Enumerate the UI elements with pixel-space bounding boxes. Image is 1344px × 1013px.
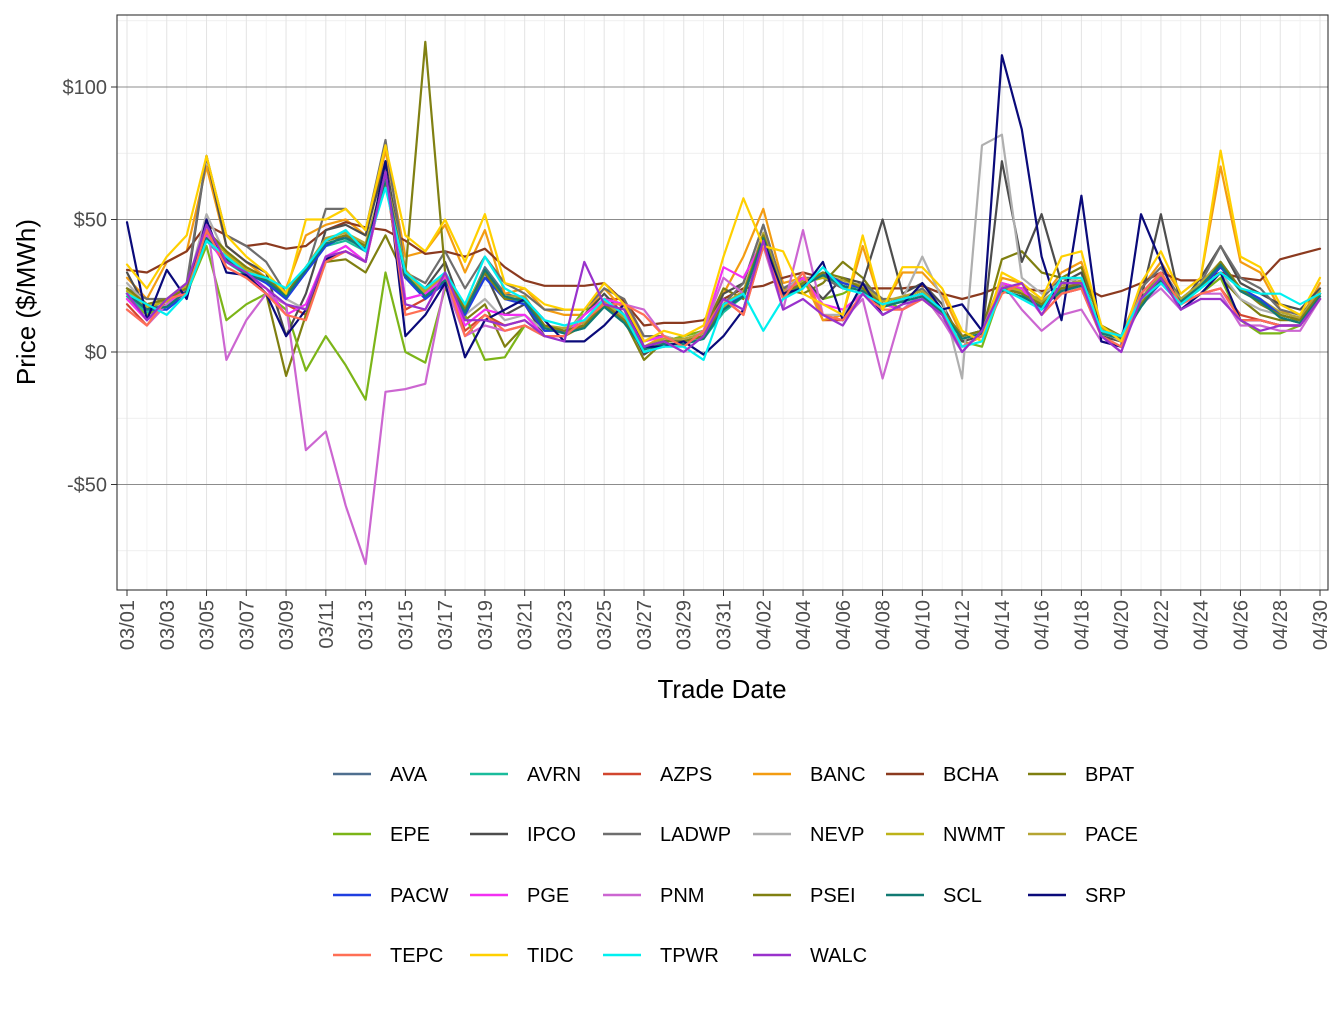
x-tick-label: 03/09 (276, 600, 298, 650)
legend-item-bpat: BPAT (1028, 764, 1134, 786)
x-tick-label: 03/23 (554, 600, 576, 650)
x-tick-label: 03/01 (117, 600, 139, 650)
legend-label: IPCO (527, 824, 576, 846)
series-layer (125, 40, 1322, 566)
legend-label: PACW (390, 885, 449, 907)
x-tick-label: 04/08 (873, 600, 895, 650)
x-tick-label: 04/24 (1191, 600, 1213, 650)
legend-label: PGE (527, 885, 569, 907)
legend-item-epe: EPE (333, 824, 430, 846)
x-tick-label: 03/13 (356, 600, 378, 650)
legend-item-bcha: BCHA (886, 764, 999, 786)
legend-label: TIDC (527, 945, 574, 967)
legend-label: BCHA (943, 764, 999, 786)
legend-item-pnm: PNM (603, 885, 704, 907)
y-axis-title: Price ($/MWh) (11, 219, 41, 385)
legend-item-tpwr: TPWR (603, 945, 719, 967)
y-tick-label: $0 (85, 342, 107, 364)
legend-label: LADWP (660, 824, 731, 846)
series-line-tidc (125, 144, 1322, 343)
legend-label: NEVP (810, 824, 864, 846)
x-tick-label: 04/04 (793, 600, 815, 650)
legend-item-psei: PSEI (753, 885, 856, 907)
x-tick-label: 04/16 (1032, 600, 1054, 650)
x-tick-label: 04/06 (833, 600, 855, 650)
legend-label: TEPC (390, 945, 443, 967)
legend: AVA AVRN AZPS BANC BCHA BPAT EPE IPCO LADWP NEVP N… (333, 764, 1138, 967)
legend-item-avrn: AVRN (470, 764, 581, 786)
x-tick-label: 03/19 (475, 600, 497, 650)
legend-item-srp: SRP (1028, 885, 1126, 907)
x-tick-label: 04/20 (1111, 600, 1133, 650)
x-axis-title: Trade Date (657, 674, 786, 704)
x-tick-label: 04/30 (1310, 600, 1332, 650)
x-tick-label: 03/27 (634, 600, 656, 650)
x-tick-label: 04/28 (1270, 600, 1292, 650)
legend-label: BANC (810, 764, 866, 786)
legend-label: AZPS (660, 764, 712, 786)
legend-label: PSEI (810, 885, 856, 907)
legend-item-pge: PGE (470, 885, 569, 907)
y-tick-label: -$50 (67, 475, 107, 497)
legend-label: EPE (390, 824, 430, 846)
x-tick-label: 03/15 (395, 600, 417, 650)
legend-item-walc: WALC (753, 945, 867, 967)
legend-label: WALC (810, 945, 867, 967)
y-tick-label: $50 (74, 210, 107, 232)
legend-item-azps: AZPS (603, 764, 712, 786)
x-tick-label: 04/22 (1151, 600, 1173, 650)
legend-item-banc: BANC (753, 764, 866, 786)
legend-item-ava: AVA (333, 764, 428, 786)
plot-panel-border (116, 14, 1329, 591)
legend-item-nwmt: NWMT (886, 824, 1005, 846)
legend-item-nevp: NEVP (753, 824, 864, 846)
legend-label: NWMT (943, 824, 1005, 846)
x-tick-label: 04/18 (1071, 600, 1093, 650)
x-tick-label: 04/26 (1231, 600, 1253, 650)
x-tick-label: 03/07 (236, 600, 258, 650)
legend-item-tepc: TEPC (333, 945, 443, 967)
x-tick-label: 04/14 (992, 600, 1014, 650)
legend-item-ladwp: LADWP (603, 824, 731, 846)
legend-label: AVA (390, 764, 428, 786)
x-axis: 03/01 03/03 03/05 03/07 03/09 03/11 03/13 03/15… (117, 590, 1332, 650)
series-line-walc (125, 170, 1322, 354)
x-tick-label: 03/21 (515, 600, 537, 650)
major-grid (117, 15, 1328, 590)
x-tick-label: 04/12 (952, 600, 974, 650)
legend-label: SCL (943, 885, 982, 907)
legend-label: PNM (660, 885, 704, 907)
x-tick-label: 03/17 (435, 600, 457, 650)
x-tick-label: 03/05 (197, 600, 219, 650)
y-tick-label: $100 (63, 77, 108, 99)
legend-label: BPAT (1085, 764, 1134, 786)
legend-label: AVRN (527, 764, 581, 786)
legend-label: SRP (1085, 885, 1126, 907)
legend-item-pacw: PACW (333, 885, 449, 907)
x-tick-label: 03/29 (674, 600, 696, 650)
y-axis: $100 $50 $0 -$50 (63, 77, 117, 497)
x-tick-label: 03/11 (316, 600, 338, 649)
x-tick-label: 03/03 (157, 600, 179, 650)
legend-label: PACE (1085, 824, 1138, 846)
legend-item-scl: SCL (886, 885, 982, 907)
legend-item-ipco: IPCO (470, 824, 576, 846)
series-line-tpwr (125, 186, 1322, 361)
x-tick-label: 03/25 (594, 600, 616, 650)
x-tick-label: 03/31 (714, 600, 736, 650)
x-tick-label: 04/10 (912, 600, 934, 650)
x-tick-label: 04/02 (753, 600, 775, 650)
legend-item-pace: PACE (1028, 824, 1138, 846)
legend-item-tidc: TIDC (470, 945, 574, 967)
legend-label: TPWR (660, 945, 719, 967)
